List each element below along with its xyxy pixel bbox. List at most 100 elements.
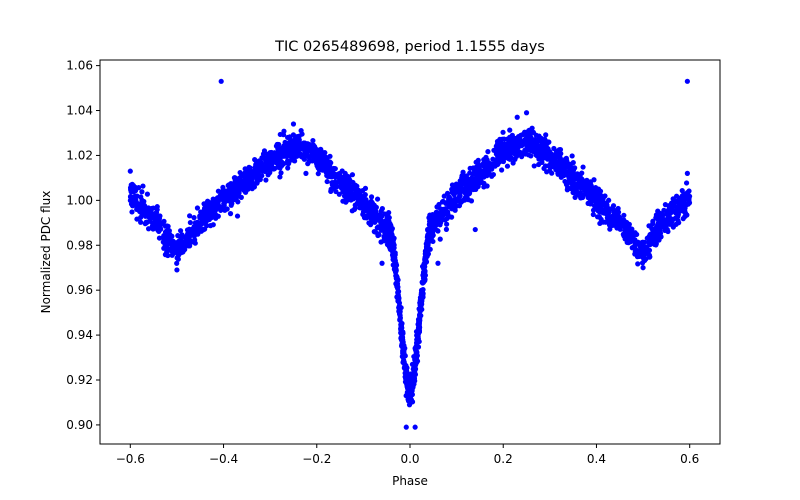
data-point <box>395 294 401 300</box>
data-point <box>219 188 226 194</box>
y-tick-label: 0.94 <box>66 328 93 342</box>
data-point <box>587 196 593 202</box>
data-point <box>523 110 530 116</box>
data-point <box>583 188 589 194</box>
data-point <box>389 232 395 238</box>
data-point <box>412 424 418 430</box>
data-point <box>398 328 404 334</box>
x-axis-ticks: −0.6 −0.4 −0.2 0.0 0.2 0.4 0.6 <box>116 444 699 466</box>
data-point <box>384 216 390 223</box>
data-point <box>666 217 672 223</box>
data-point <box>139 189 145 195</box>
data-point <box>437 222 443 228</box>
data-point <box>204 204 210 210</box>
data-point <box>656 235 663 241</box>
data-point <box>571 184 577 190</box>
data-point <box>677 199 683 205</box>
data-point <box>504 163 511 169</box>
data-point <box>557 146 564 153</box>
x-axis-label: Phase <box>392 474 428 488</box>
data-point <box>138 214 144 221</box>
data-point <box>463 195 469 201</box>
data-point <box>685 190 691 197</box>
data-point <box>250 174 256 180</box>
data-point <box>233 196 239 203</box>
data-point <box>329 171 335 177</box>
data-point <box>590 211 596 218</box>
data-point <box>449 206 456 212</box>
data-point <box>518 132 524 138</box>
data-point <box>522 147 528 153</box>
data-point <box>237 169 243 176</box>
data-point <box>149 223 155 229</box>
data-point <box>530 129 537 136</box>
data-point <box>477 176 484 183</box>
data-point <box>234 213 241 219</box>
data-point <box>632 251 638 257</box>
data-point <box>354 183 360 189</box>
data-point <box>311 147 317 154</box>
data-point <box>683 180 690 186</box>
data-point <box>481 184 487 190</box>
data-point <box>684 212 690 218</box>
data-point <box>187 243 193 249</box>
data-point <box>553 154 560 160</box>
data-point <box>291 156 297 162</box>
data-point <box>418 291 424 297</box>
data-point <box>403 424 409 430</box>
x-tick-label: 0.4 <box>587 452 606 466</box>
data-point <box>330 165 337 172</box>
y-tick-label: 1.02 <box>66 148 93 162</box>
data-point <box>302 140 308 146</box>
data-point <box>277 156 283 162</box>
data-point <box>501 136 507 142</box>
data-point <box>545 139 551 145</box>
data-point <box>308 153 314 159</box>
data-point <box>210 222 216 228</box>
data-point <box>617 226 623 232</box>
data-point <box>685 200 691 207</box>
data-point <box>287 134 293 140</box>
data-point <box>507 127 513 133</box>
data-point <box>327 153 333 159</box>
data-point <box>335 171 342 177</box>
data-point <box>665 228 671 235</box>
data-point <box>187 219 193 226</box>
data-point <box>607 220 614 226</box>
data-point <box>675 217 681 224</box>
data-point <box>385 213 391 219</box>
data-point <box>127 168 133 174</box>
data-point <box>167 231 173 238</box>
data-point <box>366 208 373 214</box>
data-point <box>470 165 476 171</box>
data-point <box>213 212 219 218</box>
data-point <box>393 273 399 279</box>
data-point <box>277 174 283 180</box>
data-point <box>194 205 201 211</box>
data-point <box>497 146 503 152</box>
data-point <box>206 216 212 223</box>
data-point <box>390 243 396 249</box>
data-point <box>679 188 685 194</box>
data-point <box>401 351 407 357</box>
data-point <box>456 187 462 193</box>
data-point <box>481 161 488 167</box>
data-point <box>172 240 178 246</box>
data-point <box>555 170 561 176</box>
data-point <box>372 216 378 222</box>
y-tick-label: 0.90 <box>66 418 93 432</box>
data-point <box>184 233 190 239</box>
data-point <box>475 163 482 169</box>
data-point <box>480 172 486 178</box>
data-point <box>237 175 243 181</box>
data-point <box>447 196 453 202</box>
data-point <box>459 173 465 179</box>
data-point <box>340 189 346 195</box>
data-point <box>421 276 428 282</box>
data-point <box>535 137 542 144</box>
data-point <box>461 179 467 185</box>
data-point <box>353 190 359 196</box>
x-tick-label: 0.6 <box>680 452 699 466</box>
data-point <box>356 197 363 203</box>
data-point <box>340 198 346 204</box>
